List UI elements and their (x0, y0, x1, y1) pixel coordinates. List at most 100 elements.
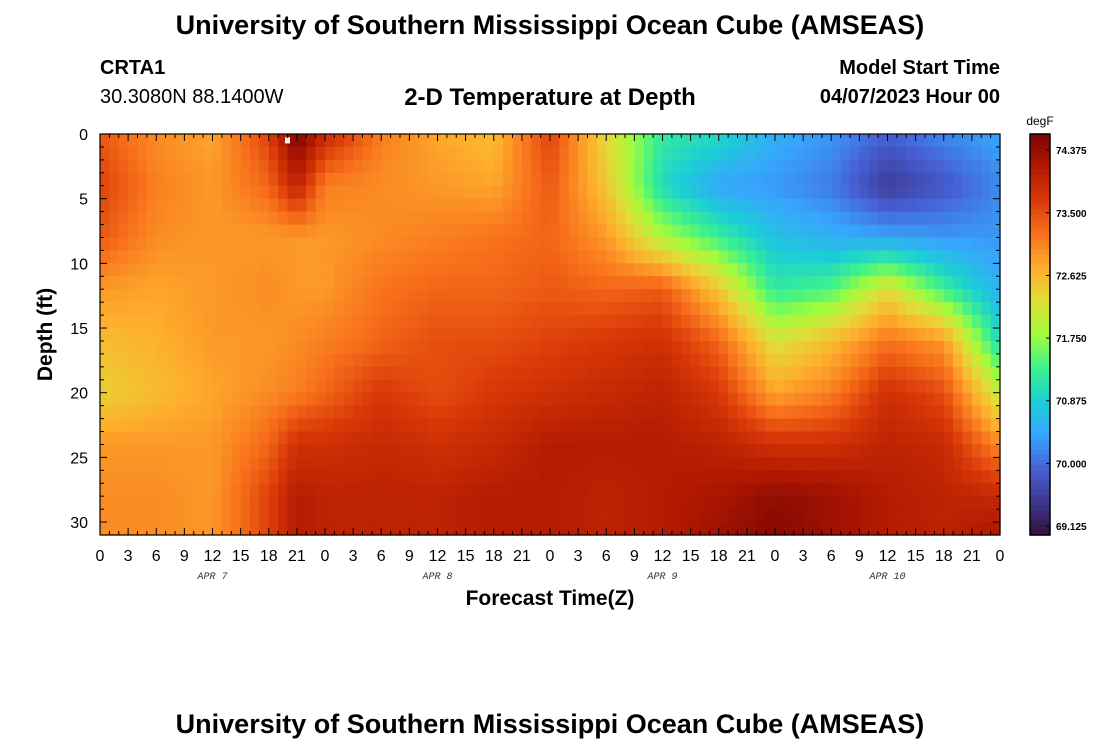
heatmap-cell (625, 276, 635, 290)
heatmap-cell (175, 237, 185, 252)
heatmap-cell (793, 276, 804, 290)
heatmap-cell (193, 146, 204, 161)
heatmap-cell (625, 134, 635, 148)
heatmap-cell (878, 509, 889, 523)
heatmap-cell (559, 328, 570, 342)
heatmap-cell (268, 379, 279, 394)
colorbar-swatch (1030, 389, 1050, 396)
heatmap-cell (859, 211, 870, 226)
heatmap-cell (859, 444, 870, 458)
heatmap-cell (831, 289, 842, 303)
heatmap-cell (465, 483, 476, 497)
heatmap-cell (887, 185, 898, 200)
heatmap-cell (896, 366, 907, 381)
heatmap-cell (296, 146, 307, 161)
station-coordinates: 30.3080N 88.1400W (100, 86, 284, 108)
heatmap-cell (643, 211, 654, 226)
heatmap-cell (362, 444, 373, 458)
heatmap-cell (475, 340, 485, 355)
heatmap-cell (643, 198, 654, 213)
heatmap-cell (793, 134, 804, 148)
heatmap-cell (221, 134, 232, 148)
heatmap-cell (446, 237, 457, 252)
heatmap-cell (812, 470, 823, 484)
heatmap-cell (559, 315, 570, 329)
heatmap-cell (156, 470, 167, 484)
heatmap-cell (240, 224, 251, 239)
heatmap-cell (203, 405, 214, 420)
heatmap-cell (531, 198, 542, 213)
heatmap-cell (906, 457, 917, 471)
colorbar-swatch (1030, 274, 1050, 280)
heatmap-cell (953, 250, 964, 264)
heatmap-cell (390, 159, 401, 174)
heatmap-cell (484, 237, 495, 252)
heatmap-cell (587, 366, 598, 381)
heatmap-cell (634, 315, 645, 329)
heatmap-cell (887, 315, 898, 329)
heatmap-cell (559, 483, 570, 497)
heatmap-cell (990, 159, 1001, 174)
colorbar-swatch (1030, 144, 1050, 150)
heatmap-cell (456, 457, 467, 471)
heatmap-cell (550, 509, 560, 523)
heatmap-cell (334, 470, 345, 484)
heatmap-cell (400, 134, 410, 148)
y-axis-title: Depth (ft) (34, 288, 57, 381)
heatmap-cell (568, 198, 579, 213)
heatmap-cell (193, 172, 204, 187)
heatmap-cell (128, 211, 139, 226)
heatmap-cell (512, 237, 523, 252)
heatmap-cell (653, 392, 664, 407)
heatmap-cell (962, 470, 973, 484)
heatmap-cell (775, 418, 785, 433)
heatmap-cell (503, 198, 514, 213)
heatmap-cell (756, 211, 767, 226)
heatmap-cell (671, 379, 682, 394)
heatmap-cell (578, 224, 589, 239)
heatmap-cell (128, 172, 139, 187)
heatmap-cell (634, 470, 645, 484)
heatmap-cell (803, 198, 814, 213)
heatmap-cell (353, 431, 364, 446)
heatmap-cell (221, 250, 232, 264)
heatmap-cell (625, 198, 635, 213)
heatmap-cell (118, 276, 129, 290)
heatmap-cell (531, 224, 542, 239)
x-tick-label: 18 (485, 548, 503, 565)
heatmap-cell (737, 289, 748, 303)
heatmap-cell (587, 328, 598, 342)
heatmap-cell (521, 134, 532, 148)
heatmap-cell (784, 224, 795, 239)
heatmap-cell (681, 276, 692, 290)
heatmap-cell (756, 509, 767, 523)
heatmap-cell (306, 431, 317, 446)
heatmap-cell (521, 185, 532, 200)
heatmap-cell (465, 509, 476, 523)
heatmap-cell (587, 444, 598, 458)
heatmap-cell (137, 211, 148, 226)
heatmap-cell (868, 276, 879, 290)
heatmap-cell (990, 340, 1001, 355)
heatmap-cell (465, 496, 476, 510)
heatmap-cell (671, 366, 682, 381)
heatmap-cell (718, 496, 729, 510)
heatmap-cell (615, 353, 626, 368)
heatmap-cell (428, 444, 439, 458)
heatmap-cell (859, 276, 870, 290)
heatmap-cell (840, 315, 851, 329)
heatmap-cell (568, 392, 579, 407)
heatmap-cell (671, 509, 682, 523)
heatmap-cell (934, 353, 945, 368)
heatmap-cell (193, 328, 204, 342)
heatmap-cell (484, 263, 495, 277)
heatmap-cell (212, 522, 223, 536)
heatmap-cell (868, 457, 879, 471)
heatmap-cell (287, 237, 298, 252)
heatmap-cell (446, 328, 457, 342)
heatmap-cell (756, 418, 767, 433)
heatmap-cell (662, 392, 673, 407)
heatmap-cell (146, 418, 157, 433)
heatmap-cell (334, 457, 345, 471)
heatmap-cell (859, 431, 870, 446)
